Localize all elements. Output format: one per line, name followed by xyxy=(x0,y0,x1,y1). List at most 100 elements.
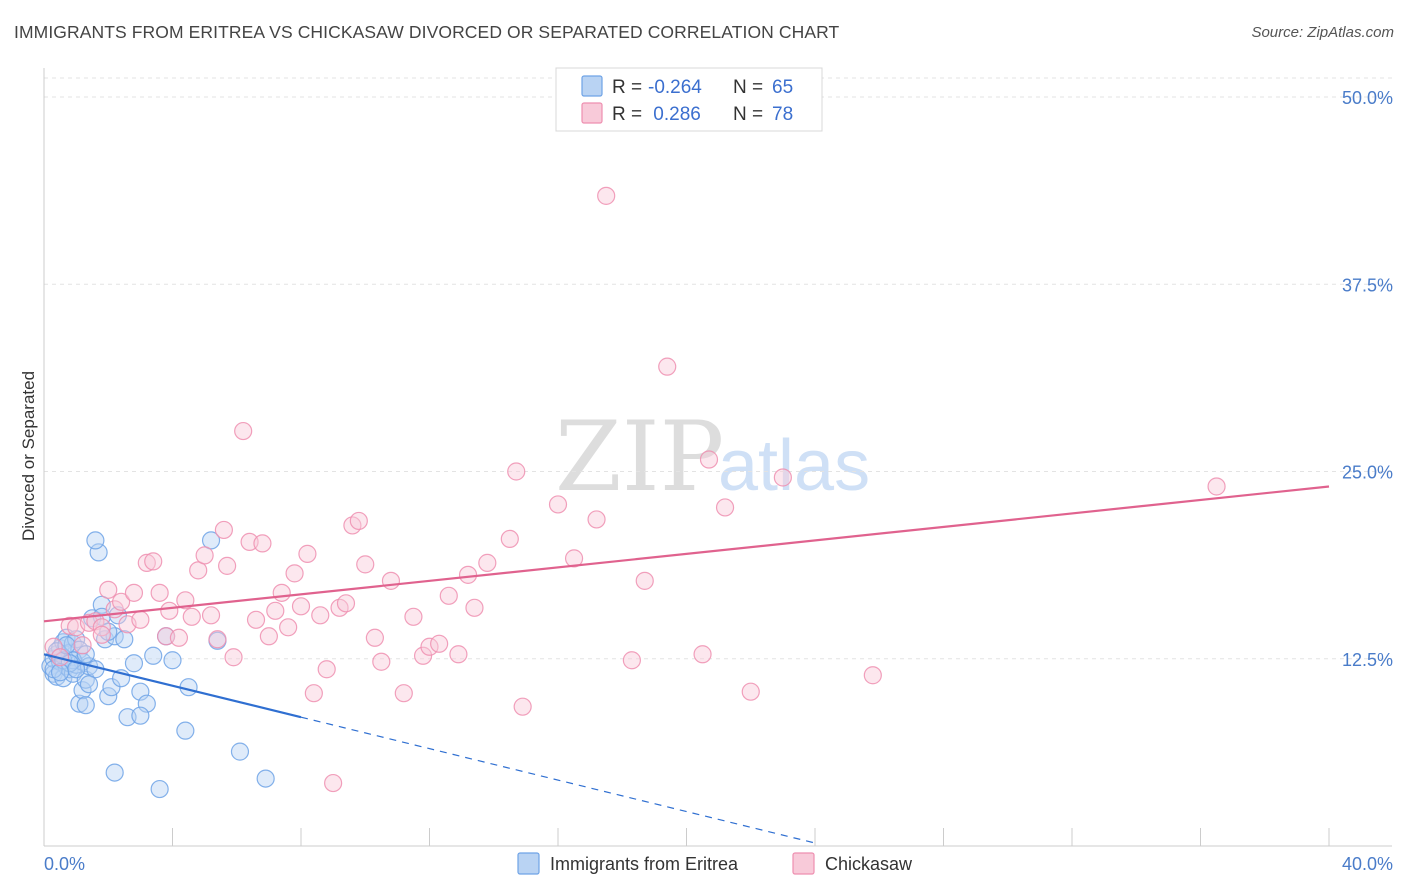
eritrea-point xyxy=(201,531,221,550)
eritrea-point xyxy=(124,654,144,673)
chickasaw-point xyxy=(500,529,519,549)
chickasaw-point xyxy=(311,606,330,625)
chickasaw-point xyxy=(773,468,792,487)
y-axis-title: Divorced or Separated xyxy=(19,371,38,541)
chickasaw-point xyxy=(224,648,243,667)
trend-lines xyxy=(43,485,1330,844)
chickasaw-point xyxy=(285,564,304,583)
chickasaw-point xyxy=(291,597,311,616)
chickasaw-point xyxy=(150,583,169,602)
chickasaw-point xyxy=(279,618,298,637)
stats-legend-n-value-chickasaw: 78 xyxy=(772,104,793,125)
chickasaw-point xyxy=(658,357,677,376)
chickasaw-point xyxy=(44,637,63,656)
chickasaw-point xyxy=(272,583,291,602)
chickasaw-point xyxy=(564,549,584,568)
chickasaw-point xyxy=(356,555,375,574)
series-eritrea-points xyxy=(41,531,275,799)
chickasaw-point xyxy=(349,511,368,531)
chickasaw-point xyxy=(182,607,201,626)
eritrea-point xyxy=(70,694,89,713)
series-legend-swatch-eritrea xyxy=(517,852,540,875)
stats-legend-swatch-eritrea xyxy=(581,75,603,97)
chickasaw-point xyxy=(259,627,278,646)
series-legend-label-eritrea: Immigrants from Eritrea xyxy=(550,854,739,874)
chickasaw-point xyxy=(699,450,719,469)
eritrea-point xyxy=(115,630,134,649)
series-legend-label-chickasaw: Chickasaw xyxy=(825,854,913,874)
chickasaw-point xyxy=(246,610,266,629)
chickasaw-point xyxy=(266,601,285,620)
chickasaw-point xyxy=(715,498,735,517)
trend-line-eritrea xyxy=(43,653,302,719)
y-tick-label: 12.5% xyxy=(1342,650,1393,670)
chickasaw-point xyxy=(587,510,606,529)
chart-source: Source: ZipAtlas.com xyxy=(1251,24,1394,41)
chickasaw-point xyxy=(548,495,568,514)
stats-legend-n-label-eritrea: N = xyxy=(733,77,763,98)
chickasaw-point xyxy=(218,556,237,575)
trend-line-eritrea-extrapolated xyxy=(300,716,816,844)
stats-legend-r-value-eritrea: -0.264 xyxy=(648,77,702,98)
chickasaw-point xyxy=(298,544,317,563)
eritrea-point xyxy=(76,696,95,715)
eritrea-point xyxy=(79,675,99,694)
chickasaw-point xyxy=(111,592,131,611)
chickasaw-point xyxy=(597,186,616,205)
chickasaw-point xyxy=(430,634,449,653)
eritrea-point xyxy=(144,646,163,665)
gridlines xyxy=(44,77,1392,660)
y-tick-label: 37.5% xyxy=(1342,275,1393,295)
eritrea-point xyxy=(163,651,182,670)
chickasaw-point xyxy=(458,565,478,584)
chickasaw-point xyxy=(160,601,179,620)
chickasaw-point xyxy=(439,586,458,605)
chickasaw-point xyxy=(317,660,336,679)
watermark-atlas: atlas xyxy=(718,426,870,506)
eritrea-point xyxy=(131,706,150,725)
chickasaw-point xyxy=(372,652,391,671)
chickasaw-point xyxy=(478,553,497,572)
axes xyxy=(43,68,1392,847)
chickasaw-point xyxy=(449,645,468,664)
chickasaw-point xyxy=(394,684,413,703)
stats-legend-n-label-chickasaw: N = xyxy=(733,104,763,125)
chickasaw-point xyxy=(144,552,163,571)
stats-legend-n-value-eritrea: 65 xyxy=(772,77,793,98)
chickasaw-point xyxy=(741,682,760,701)
chickasaw-point xyxy=(622,651,641,670)
chickasaw-point xyxy=(124,583,144,602)
chickasaw-point xyxy=(73,636,92,655)
stats-legend-r-label-chickasaw: R = xyxy=(612,104,642,125)
chickasaw-point xyxy=(365,628,384,647)
chickasaw-point xyxy=(234,421,253,441)
chickasaw-point xyxy=(863,666,882,685)
chickasaw-point xyxy=(324,773,343,793)
chickasaw-point xyxy=(131,610,150,629)
stats-legend-swatch-chickasaw xyxy=(581,102,603,124)
y-tick-labels: 12.5% 25.0% 37.5% 50.0% xyxy=(1342,88,1393,670)
chickasaw-point xyxy=(60,616,79,635)
watermark-zip: ZIP xyxy=(555,401,724,513)
x-tick-label-min: 0.0% xyxy=(44,854,85,874)
eritrea-point xyxy=(105,763,124,782)
stats-legend-r-label-eritrea: R = xyxy=(612,77,642,98)
eritrea-point xyxy=(256,769,275,788)
chickasaw-point xyxy=(189,561,208,580)
stats-legend-r-value-chickasaw: 0.286 xyxy=(648,104,701,125)
series-legend: Immigrants from Eritrea Chickasaw xyxy=(517,852,913,875)
chickasaw-point xyxy=(507,462,526,481)
chickasaw-point xyxy=(99,580,118,599)
chickasaw-point xyxy=(513,697,532,716)
series-chickasaw-points xyxy=(44,186,1226,793)
chickasaw-point xyxy=(195,546,214,565)
eritrea-point xyxy=(86,531,105,550)
chickasaw-point xyxy=(304,684,323,703)
chickasaw-point xyxy=(208,630,227,649)
chickasaw-point xyxy=(381,571,401,590)
trend-line-chickasaw xyxy=(43,485,1330,623)
chickasaw-point xyxy=(404,607,423,626)
chickasaw-point xyxy=(413,646,433,665)
chickasaw-point xyxy=(693,645,712,664)
